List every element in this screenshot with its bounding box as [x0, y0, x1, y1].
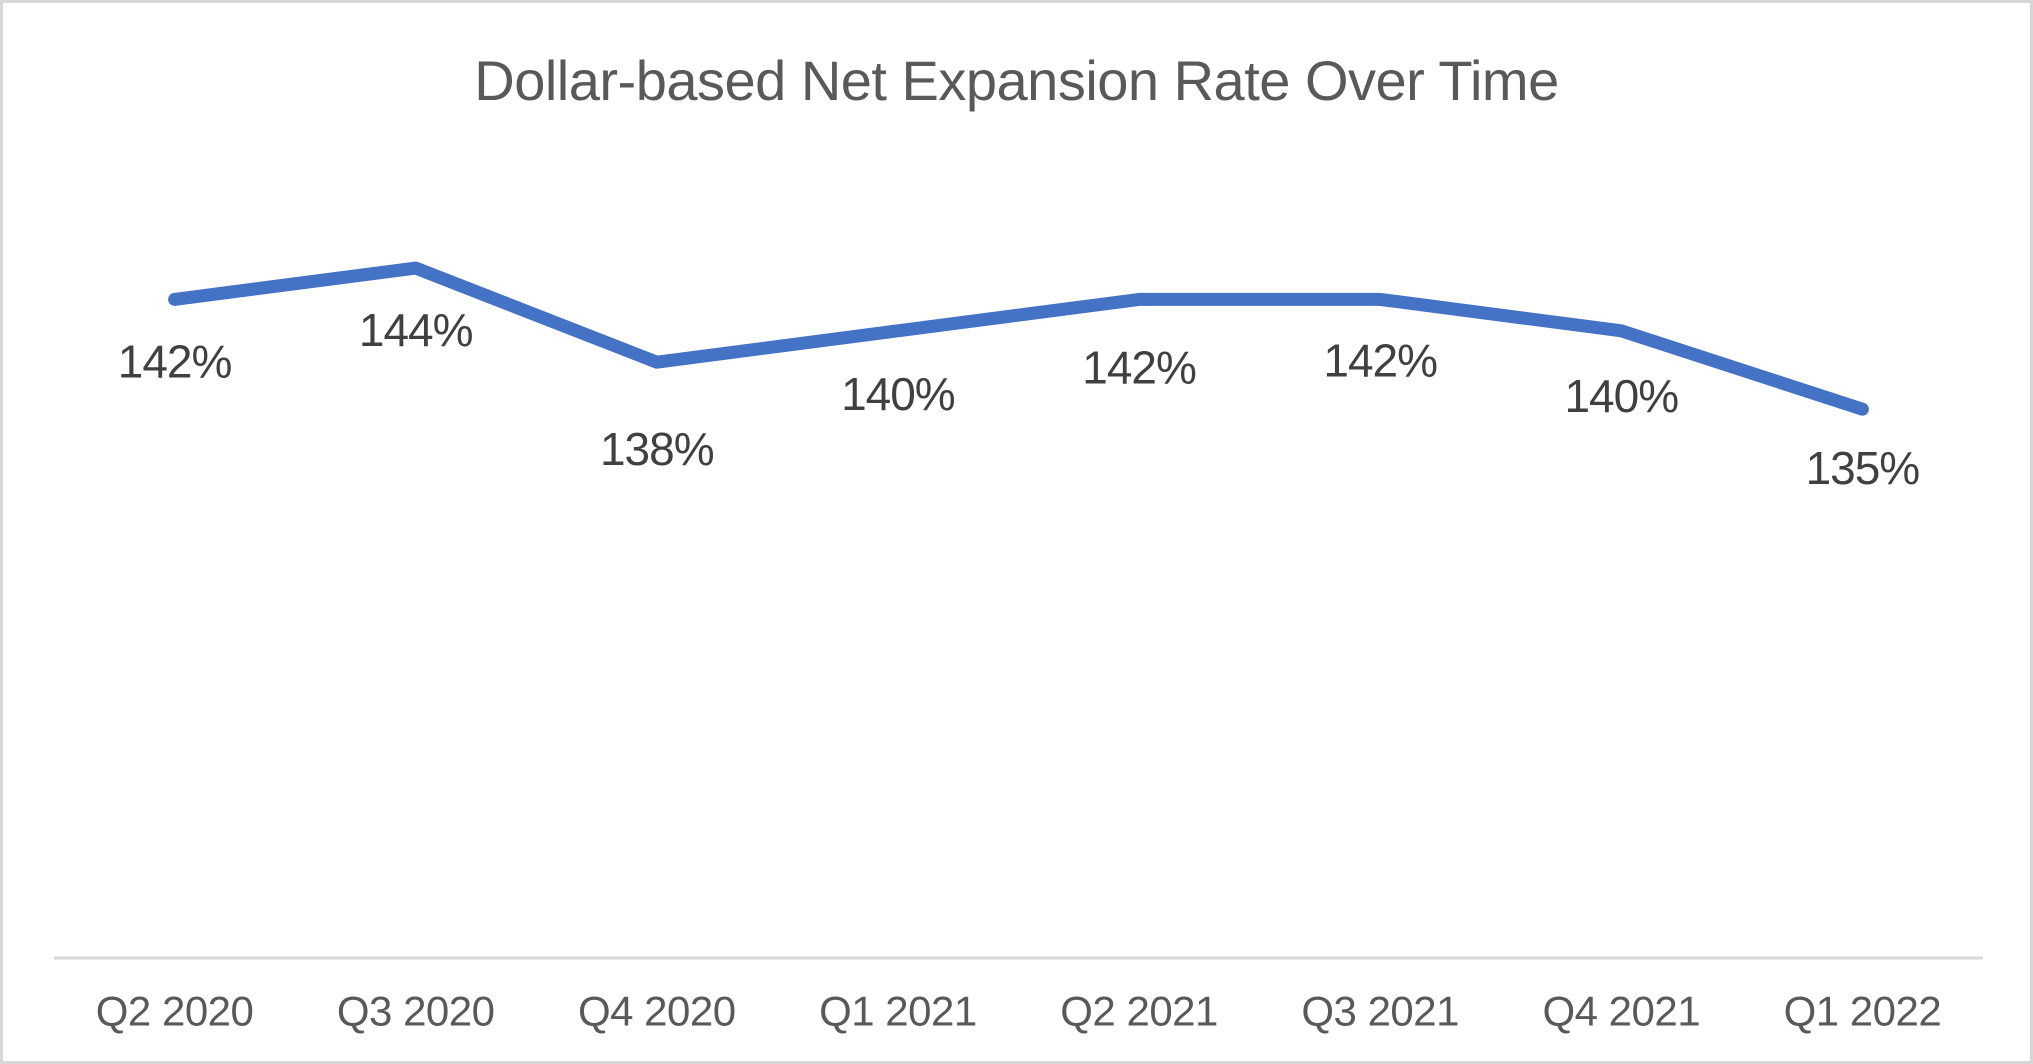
x-axis-label: Q3 2020 [337, 988, 495, 1035]
x-axis-label: Q2 2021 [1060, 988, 1218, 1035]
x-axis-label: Q1 2021 [819, 988, 977, 1035]
data-label: 144% [359, 304, 473, 356]
line-chart: 142% 144% 138% 140% 142% 142% 140% 135% Q2 2020… [54, 261, 1983, 1035]
data-label: 142% [118, 335, 232, 387]
data-label: 140% [1564, 370, 1678, 422]
x-axis-label: Q2 2020 [96, 988, 254, 1035]
data-label: 142% [1082, 341, 1196, 393]
series-line [168, 261, 1869, 416]
chart-title: Dollar-based Net Expansion Rate Over Tim… [474, 49, 1559, 112]
x-axis-label: Q1 2022 [1784, 988, 1942, 1035]
x-axis-label: Q3 2021 [1301, 988, 1459, 1035]
data-label: 140% [841, 368, 955, 420]
x-axis-label: Q4 2021 [1542, 988, 1700, 1035]
data-label: 138% [600, 423, 714, 475]
data-label: 142% [1323, 334, 1437, 386]
data-labels-group: 142% 144% 138% 140% 142% 142% 140% 135% [118, 304, 1921, 494]
data-label: 135% [1806, 442, 1920, 494]
x-axis-label: Q4 2020 [578, 988, 736, 1035]
x-axis-labels-group: Q2 2020 Q3 2020 Q4 2020 Q1 2021 Q2 2021 Q3 20… [96, 988, 1942, 1035]
